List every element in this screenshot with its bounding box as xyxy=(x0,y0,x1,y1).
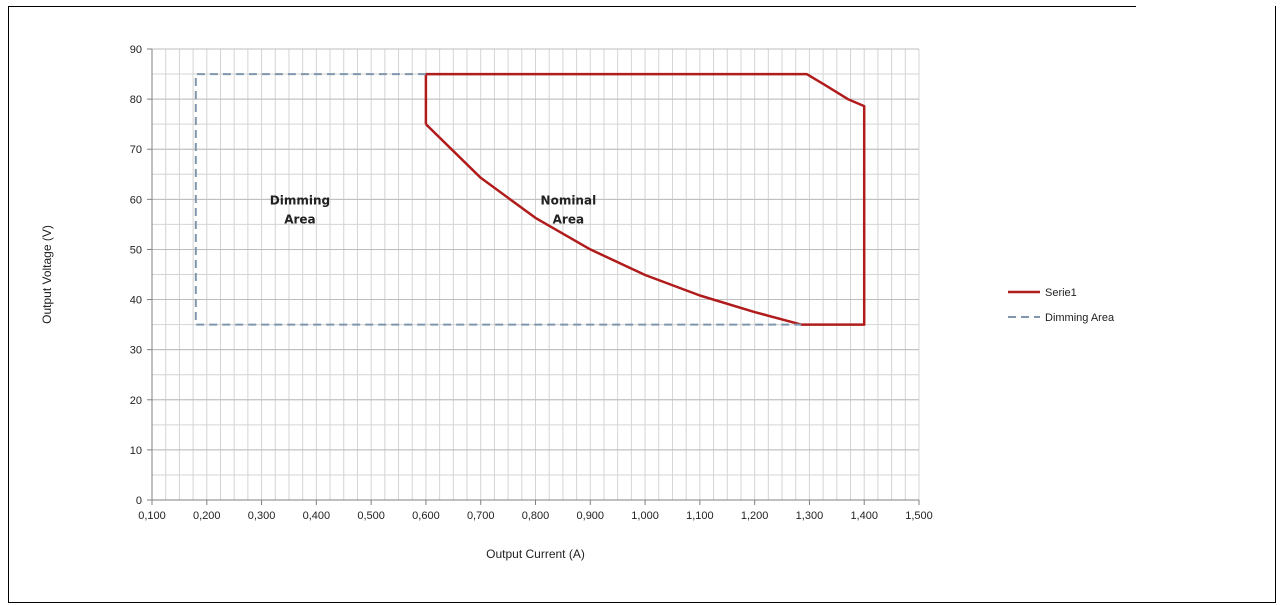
x-tick-label: 0,100 xyxy=(138,510,166,522)
y-tick-label: 20 xyxy=(130,395,142,407)
x-tick-label: 1,100 xyxy=(686,510,714,522)
x-tick-label: 1,400 xyxy=(850,510,878,522)
series-line-dimming-area xyxy=(194,73,802,326)
annotation-layer: Dimming Area Nominal Area xyxy=(270,193,596,226)
x-tick-label: 0,400 xyxy=(303,510,331,522)
x-tick-label: 0,700 xyxy=(467,510,495,522)
x-tick-label: 1,200 xyxy=(741,510,769,522)
legend-label-dimming-area: Dimming Area xyxy=(1045,312,1115,324)
x-tick-label: 0,800 xyxy=(522,510,550,522)
y-tick-labels: 0 10 20 30 40 50 60 70 80 90 xyxy=(130,44,152,507)
chart-frame-top-border xyxy=(8,6,1136,7)
y-tick-label: 80 xyxy=(130,94,142,106)
y-tick-label: 50 xyxy=(130,244,142,256)
y-tick-label: 40 xyxy=(130,295,142,307)
y-tick-label: 70 xyxy=(130,144,142,156)
annotation-label-line2: Area xyxy=(553,212,584,226)
x-tick-label: 0,200 xyxy=(193,510,221,522)
legend-label-serie1: Serie1 xyxy=(1045,287,1077,299)
legend: Serie1 Dimming Area xyxy=(1008,287,1115,324)
minor-grid xyxy=(152,48,920,500)
x-tick-label: 0,600 xyxy=(412,510,440,522)
annotation-label-line1: Nominal xyxy=(541,193,597,207)
annotation-label-line2: Area xyxy=(284,212,315,226)
chart-frame xyxy=(8,6,1276,603)
series-layer xyxy=(194,72,866,326)
x-tick-labels: 0,100 0,200 0,300 0,400 0,500 0,600 0,700 0,800… xyxy=(138,500,933,522)
x-axis-title: Output Current (A) xyxy=(486,547,585,561)
y-tick-label: 0 xyxy=(136,495,142,507)
y-tick-label: 30 xyxy=(130,345,142,357)
x-tick-label: 1,500 xyxy=(905,510,933,522)
x-tick-label: 0,900 xyxy=(577,510,605,522)
y-tick-label: 90 xyxy=(130,44,142,56)
x-tick-label: 1,000 xyxy=(631,510,659,522)
y-axis-title: Output Voltage (V) xyxy=(40,225,54,324)
major-grid xyxy=(152,48,919,451)
x-tick-label: 0,500 xyxy=(357,510,385,522)
y-tick-label: 10 xyxy=(130,445,142,457)
x-tick-label: 1,300 xyxy=(796,510,824,522)
x-tick-label: 0,300 xyxy=(248,510,276,522)
y-tick-label: 60 xyxy=(130,194,142,206)
annotation-label-line1: Dimming xyxy=(270,193,330,207)
